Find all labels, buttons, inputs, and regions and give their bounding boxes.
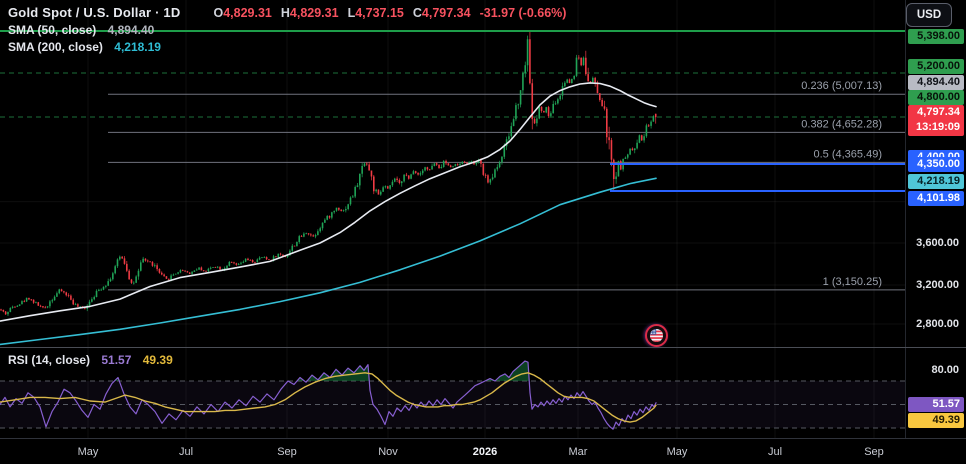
open-label: O (213, 6, 224, 20)
svg-text:0.382 (4,652.28): 0.382 (4,652.28) (801, 118, 882, 130)
close-label: C (412, 6, 422, 20)
time-axis-label: Jul (178, 446, 194, 458)
ohlc-values: O4,829.31 H4,829.31 L4,737.15 C4,797.34 -31.… (204, 6, 566, 20)
time-axis-separator (0, 438, 966, 439)
sma200-legend[interactable]: SMA (200, close) 4,218.19 (8, 40, 161, 54)
price-axis-badge: 4,101.98 (908, 190, 964, 206)
low-value: 4,737.15 (355, 6, 404, 20)
sma200-value: 4,218.19 (114, 40, 161, 54)
symbol-title: Gold Spot / U.S. Dollar · 1D (8, 5, 181, 20)
time-axis-label: 2026 (472, 446, 498, 458)
time-axis-label: Mar (568, 446, 588, 458)
sma50-value: 4,894.40 (107, 23, 155, 37)
price-axis-label: 2,800.00 (916, 317, 959, 330)
price-axis-badge: 49.39 (908, 412, 964, 428)
price-axis-badge: 5,200.00 (908, 58, 964, 74)
high-label: H (280, 6, 290, 20)
sma50-label: SMA (50, close) (8, 23, 97, 37)
price-axis-badge: 4,800.00 (908, 89, 964, 105)
time-axis-label: Jul (767, 446, 783, 458)
time-axis-label: May (77, 446, 99, 458)
svg-text:1 (3,150.25): 1 (3,150.25) (823, 276, 882, 288)
time-axis-label: Nov (378, 446, 398, 458)
price-axis-badge: 4,218.19 (908, 173, 964, 189)
price-scale-separator (905, 0, 906, 438)
price-axis-label: 3,600.00 (916, 236, 959, 249)
price-scale[interactable]: USD 5,398.00 5,200.00 4,894.40 4,800.00 4,79… (905, 0, 966, 438)
price-rsi-panes[interactable]: 0.236 (5,007.13) 0.382 (4,652.28) 0.5 (4,3… (0, 0, 906, 438)
time-axis-label: Sep (864, 446, 884, 458)
price-axis-label: 80.00 (931, 363, 959, 376)
symbol-legend[interactable]: Gold Spot / U.S. Dollar · 1D O4,829.31 H4,… (8, 5, 566, 20)
rsi-legend[interactable]: RSI (14, close) 51.57 49.39 (8, 353, 173, 367)
rsi-label: RSI (14, close) (8, 353, 91, 367)
time-axis[interactable]: May Jul Sep Nov 2026 Mar May Jul Sep (0, 439, 966, 464)
pane-separator[interactable] (0, 347, 966, 348)
time-axis-label: May (666, 446, 688, 458)
sma50-legend[interactable]: SMA (50, close) 4,894.40 (8, 23, 154, 37)
us-flag-event-icon[interactable] (645, 324, 668, 347)
currency-toggle-button[interactable]: USD (906, 3, 952, 27)
price-axis-label: 3,200.00 (916, 278, 959, 291)
price-axis-badge: 51.57 (908, 396, 964, 412)
price-axis-badge: 4,797.34 13:19:09 (908, 104, 964, 136)
svg-text:0.236 (5,007.13): 0.236 (5,007.13) (801, 80, 882, 92)
close-value: 4,797.34 (421, 6, 471, 20)
change-value: -31.97 (-0.66%) (479, 6, 567, 20)
price-axis-badge: 5,398.00 (908, 28, 964, 44)
price-axis-badge: 4,894.40 (908, 74, 964, 90)
rsi-ma-value: 49.39 (142, 353, 173, 367)
price-axis-badge: 4,350.00 (908, 156, 964, 172)
us-flag-icon (650, 329, 663, 342)
svg-text:0.5 (4,365.49): 0.5 (4,365.49) (814, 148, 883, 160)
chart-canvas[interactable]: 0.236 (5,007.13) 0.382 (4,652.28) 0.5 (4,3… (0, 0, 906, 438)
low-label: L (347, 6, 356, 20)
high-value: 4,829.31 (289, 6, 339, 20)
sma200-label: SMA (200, close) (8, 40, 103, 54)
rsi-value: 51.57 (101, 353, 132, 367)
time-axis-label: Sep (277, 446, 297, 458)
open-value: 4,829.31 (223, 6, 272, 20)
